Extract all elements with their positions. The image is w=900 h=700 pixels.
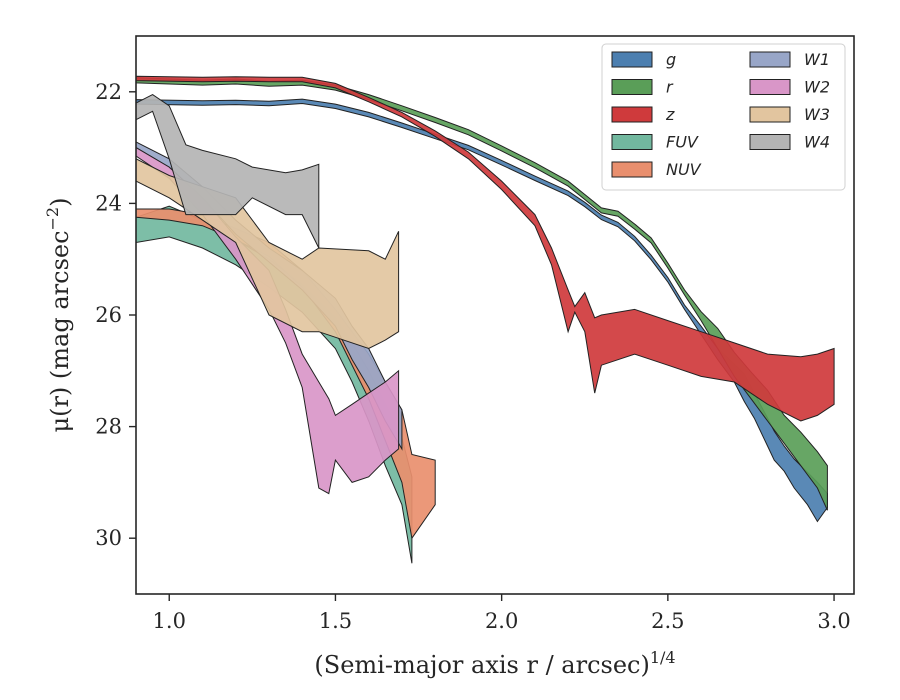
legend-swatch <box>749 51 791 68</box>
legend-label: g <box>666 50 676 69</box>
legend-swatch <box>611 51 653 68</box>
x-tick-label: 3.0 <box>817 609 850 633</box>
legend-label: r <box>666 78 674 97</box>
legend: grz FUV NUV W1 W2 W3 W4 <box>601 43 846 191</box>
legend-item-w4: W4 <box>749 133 830 152</box>
legend-label: z <box>665 105 675 124</box>
legend-label: W3 <box>804 105 830 124</box>
y-tick-label: 22 <box>95 80 122 104</box>
legend-item-w3: W3 <box>749 105 830 124</box>
legend-item-w2: W2 <box>749 78 830 97</box>
legend-swatch <box>611 134 653 150</box>
legend-item-r: r <box>611 78 674 97</box>
x-axis-title: (Semi-major axis r / arcsec)1/4 <box>314 648 675 679</box>
y-tick-label: 26 <box>95 303 122 327</box>
legend-label: W2 <box>804 78 830 97</box>
x-tick-label: 1.5 <box>319 609 352 633</box>
legend-label: W1 <box>804 50 830 69</box>
legend-item-z: z <box>611 105 675 124</box>
legend-label: NUV <box>666 160 702 179</box>
legend-swatch <box>749 134 791 150</box>
series-band-w4 <box>136 94 320 249</box>
y-axis-title: μ(r) (mag arcsec−2) <box>43 198 74 433</box>
x-tick-label: 1.0 <box>153 609 186 633</box>
legend-item-w1: W1 <box>749 50 830 69</box>
legend-item-g: g <box>611 50 676 69</box>
x-tick-label: 2.5 <box>651 609 684 633</box>
legend-label: FUV <box>666 133 699 152</box>
y-tick-label: 30 <box>95 526 122 550</box>
legend-item-fuv: FUV <box>611 133 699 152</box>
legend-swatch <box>749 79 791 95</box>
x-tick-label: 2.0 <box>485 609 518 633</box>
y-tick-label: 28 <box>95 415 122 439</box>
axes-layer: 1.0 1.5 2.0 2.5 3.0 22 24 26 28 30 (Semi-major axi… <box>43 80 851 679</box>
legend-swatch <box>611 106 653 123</box>
series-band-r <box>136 77 828 511</box>
legend-swatch <box>611 79 653 95</box>
series-band-z <box>136 75 835 422</box>
legend-label: W4 <box>804 133 830 152</box>
legend-swatch <box>611 161 653 178</box>
y-tick-label: 24 <box>95 191 122 215</box>
legend-swatch <box>749 106 791 123</box>
series-layer <box>136 75 835 564</box>
legend-item-nuv: NUV <box>611 160 702 179</box>
